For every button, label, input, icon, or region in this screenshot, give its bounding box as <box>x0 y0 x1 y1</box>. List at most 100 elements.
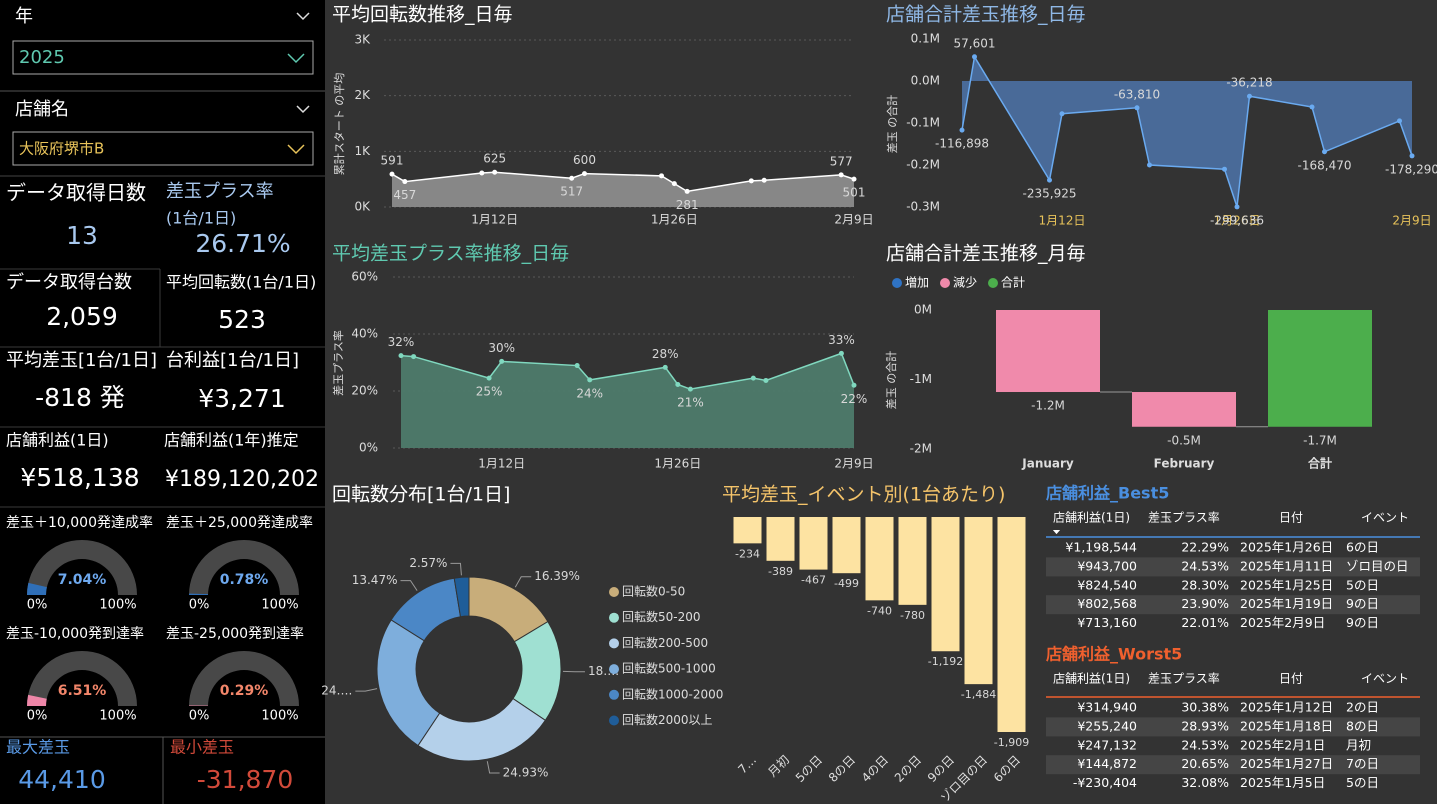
sort-arrow <box>1053 530 1060 534</box>
point <box>662 364 668 370</box>
table-cell: 2025年1月11日 <box>1240 558 1333 573</box>
row-band <box>1046 557 1420 577</box>
point <box>838 172 844 178</box>
gauge-title: 差玉＋10,000発達成率 <box>6 515 153 531</box>
point <box>1309 104 1315 110</box>
point <box>763 377 769 383</box>
legend-label: 回転数1000-2000 <box>622 686 723 701</box>
gauge-value <box>27 694 47 706</box>
data-label: 591 <box>381 154 404 168</box>
table-cell: 5の日 <box>1346 775 1379 790</box>
y-tick-label: 0K <box>354 200 371 214</box>
table-cell: 8の日 <box>1346 718 1379 733</box>
gauge-label: 0.29% <box>220 683 269 699</box>
data-label: 28% <box>652 347 679 361</box>
area-fill <box>392 172 854 207</box>
y-tick-label: -2M <box>910 442 932 456</box>
bar <box>1132 392 1236 427</box>
column-header: イベント <box>1361 672 1409 686</box>
chevron[interactable] <box>287 53 305 64</box>
x-tick-label: 1月12日 <box>478 457 525 471</box>
table-cell: ¥1,198,544 <box>1065 540 1137 555</box>
bar <box>832 517 861 574</box>
data-label: -168,470 <box>1298 158 1352 172</box>
point <box>582 171 587 177</box>
gauge-label: 6.51% <box>58 683 107 699</box>
slice <box>417 697 547 762</box>
column-header: 差玉プラス率 <box>1148 672 1220 686</box>
point <box>659 173 664 179</box>
slicer-dropdown[interactable] <box>12 131 314 166</box>
area-fill <box>401 353 854 448</box>
legend-marker <box>609 715 619 726</box>
y-tick-label: 20% <box>351 384 378 398</box>
area-fill <box>962 56 1412 207</box>
leader-line <box>355 688 378 692</box>
slicer-value: 2025 <box>19 47 65 68</box>
gauge-value <box>27 582 47 595</box>
y-axis-title: 累計スタート の平均 <box>332 73 346 176</box>
legend-marker <box>609 689 619 700</box>
data-label: 600 <box>573 153 596 167</box>
gauge-title: 差玉＋25,000発達成率 <box>166 515 313 531</box>
card-label: データ取得台数 <box>6 272 132 293</box>
data-label: 16.39% <box>534 569 580 583</box>
data-label: 577 <box>830 154 853 168</box>
point <box>1322 149 1327 155</box>
point <box>574 363 580 369</box>
gauge-max: 100% <box>99 598 136 613</box>
chevron[interactable] <box>296 12 310 21</box>
y-tick-label: 60% <box>351 270 378 284</box>
point <box>1234 204 1240 210</box>
data-label: -234 <box>735 547 760 560</box>
data-label: 457 <box>393 188 416 202</box>
card-value: -818 発 <box>35 383 125 412</box>
point <box>569 175 575 181</box>
gauge-value <box>189 593 209 595</box>
card-label: 店舗利益(1年)推定 <box>164 431 299 450</box>
legend-label: 回転数0-50 <box>622 584 685 599</box>
card-label: 店舗利益(1日) <box>6 431 109 450</box>
chevron[interactable] <box>287 144 305 155</box>
point <box>1409 153 1415 159</box>
table-cell: 9の日 <box>1346 615 1379 630</box>
point <box>398 353 404 359</box>
point <box>748 178 754 184</box>
chart-title: 平均差玉_イベント別(1台あたり) <box>722 484 1005 506</box>
slicer-value: 大阪府堺市B <box>19 140 104 158</box>
point <box>750 375 756 381</box>
table-cell: 24.53% <box>1181 558 1229 573</box>
table-cell: -¥230,404 <box>1073 775 1137 790</box>
point <box>675 381 681 387</box>
chart-title: 平均回転数推移_日毎 <box>332 4 513 26</box>
card-label: 台利益[1台/1日] <box>166 350 299 371</box>
slicer-label: 店舗名 <box>15 99 69 120</box>
column-header: 差玉プラス率 <box>1148 511 1220 525</box>
data-label: -1.2M <box>1031 399 1065 413</box>
table-cell: 20.65% <box>1181 756 1229 771</box>
gauge-track <box>27 650 137 706</box>
chevron[interactable] <box>296 105 310 114</box>
point <box>1222 166 1227 172</box>
table-cell: ¥314,940 <box>1077 700 1137 715</box>
point <box>761 177 767 183</box>
x-tick-label: 1月12日 <box>471 213 518 227</box>
table-cell: ¥802,568 <box>1077 596 1137 611</box>
point <box>959 127 965 133</box>
table-cell: 28.93% <box>1181 718 1229 733</box>
legend-label: 合計 <box>1001 275 1025 290</box>
row-band <box>1046 717 1420 737</box>
column-header: 日付 <box>1279 511 1303 525</box>
table-cell: 9の日 <box>1346 596 1379 611</box>
card-value: 523 <box>218 305 266 334</box>
slicer-dropdown[interactable] <box>12 40 314 75</box>
point <box>389 171 395 177</box>
y-tick-label: 1K <box>354 144 371 158</box>
slicer-label: 年 <box>15 6 33 27</box>
chart-title: 店舗合計差玉推移_日毎 <box>886 4 1086 26</box>
table-cell: 2025年1月26日 <box>1240 540 1333 555</box>
data-label: -1.7M <box>1303 433 1337 447</box>
data-label: 281 <box>676 198 699 212</box>
table-cell: 2025年2月9日 <box>1240 615 1325 630</box>
